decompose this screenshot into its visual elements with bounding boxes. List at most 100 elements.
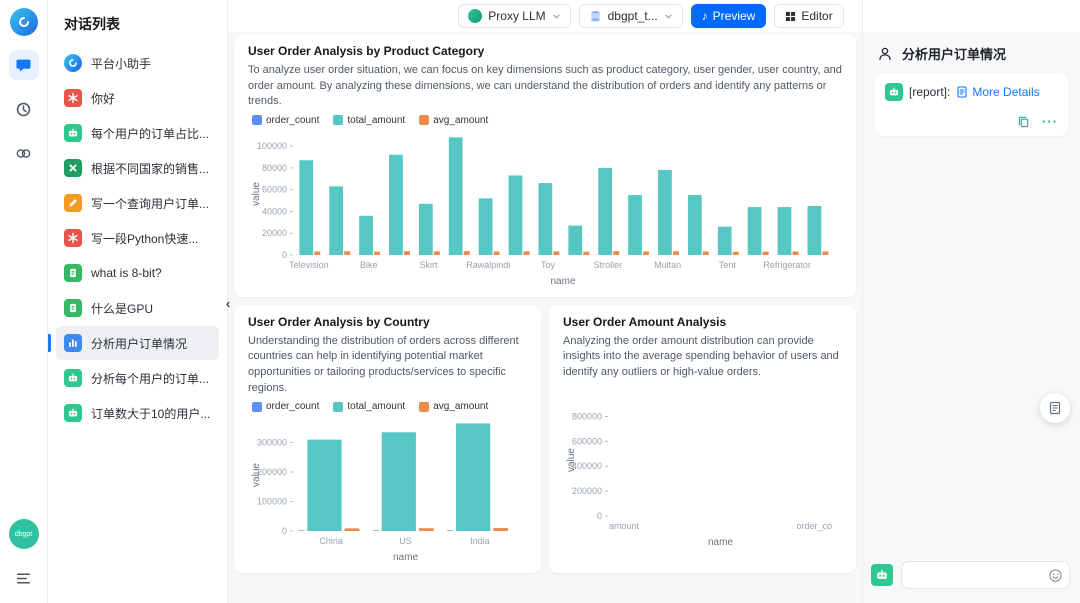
chat-list: 平台小助手你好每个用户的订单占比... 根据不同国家的销售... 写一个查询用户订单… <box>56 46 219 430</box>
database-select-label: dbgpt_t... <box>607 9 658 23</box>
editor-icon <box>785 11 796 22</box>
svg-text:Toy: Toy <box>541 260 556 270</box>
svg-text:Bike: Bike <box>360 260 378 270</box>
chart-card-product-category: User Order Analysis by Product Category … <box>234 34 856 297</box>
chat-input-row <box>871 561 1070 589</box>
legend-item[interactable]: avg_amount <box>419 401 488 412</box>
model-select[interactable]: Proxy LLM <box>458 4 571 28</box>
svg-text:Multan: Multan <box>654 260 681 270</box>
svg-text:0: 0 <box>282 250 287 260</box>
chevron-down-icon <box>552 12 561 21</box>
legend-item[interactable]: order_count <box>252 401 319 412</box>
svg-text:200000: 200000 <box>257 467 287 477</box>
chat-item-label: 你好 <box>91 91 116 106</box>
assistant-avatar <box>885 83 903 101</box>
user-icon <box>877 46 893 62</box>
robot-icon <box>64 369 82 387</box>
model-icon <box>468 9 483 23</box>
rail-menu-icon[interactable] <box>9 563 39 593</box>
message-prefix: [report]: <box>909 85 951 99</box>
sidebar: 对话列表 平台小助手 你好 每个用户的订单占比... 根据不同国家的销售... 写一个查… <box>48 0 228 603</box>
flower-icon <box>64 229 82 247</box>
svg-text:value: value <box>251 181 262 205</box>
chat-list-item[interactable]: 根据不同国家的销售... <box>56 151 219 185</box>
chat-list-item[interactable]: 分析每个用户的订单... <box>56 361 219 395</box>
app-logo-icon[interactable] <box>9 8 38 36</box>
svg-text:300000: 300000 <box>257 438 287 448</box>
logo-icon <box>64 54 82 72</box>
svg-text:name: name <box>393 552 418 563</box>
sidebar-collapse-handle[interactable]: ‹ <box>225 295 231 311</box>
chat-list-item[interactable]: what is 8-bit? <box>56 256 219 290</box>
card-description: Understanding the distribution of orders… <box>248 334 519 394</box>
chat-list-item[interactable]: 订单数大于10的用户... <box>56 396 219 430</box>
svg-text:40000: 40000 <box>262 206 287 216</box>
chat-list-item[interactable]: 分析用户订单情况 <box>56 326 219 360</box>
svg-text:200000: 200000 <box>572 486 602 496</box>
emoji-icon[interactable] <box>1048 568 1063 583</box>
legend-item[interactable]: total_amount <box>333 401 405 412</box>
legend-item[interactable]: order_count <box>252 115 319 126</box>
report-doc-icon <box>956 86 968 98</box>
main-area: Proxy LLM dbgpt_t... ♪ Previe <box>228 0 862 603</box>
rail-chat-icon[interactable] <box>8 50 39 80</box>
editor-button[interactable]: Editor <box>774 4 844 28</box>
chat-list-item[interactable]: 平台小助手 <box>56 46 219 80</box>
svg-text:600000: 600000 <box>572 436 602 446</box>
rail-agents-icon[interactable] <box>9 138 39 168</box>
database-select[interactable]: dbgpt_t... <box>578 4 683 28</box>
copy-icon[interactable] <box>1017 115 1030 128</box>
svg-text:value: value <box>251 463 262 487</box>
dbgpt-badge[interactable]: dbgpt <box>8 519 39 549</box>
svg-text:Television: Television <box>289 260 329 270</box>
preview-button[interactable]: ♪ Preview <box>690 4 767 28</box>
chat-panel-title: 分析用户订单情况 <box>902 47 1007 62</box>
chart-icon <box>64 334 82 352</box>
svg-text:100000: 100000 <box>257 497 287 507</box>
doc-icon <box>64 299 82 317</box>
svg-text:0: 0 <box>597 511 602 521</box>
svg-text:400000: 400000 <box>572 461 602 471</box>
chat-input[interactable] <box>901 561 1070 589</box>
flower-icon <box>64 89 82 107</box>
chart-card-country: User Order Analysis by Country Understan… <box>234 304 541 574</box>
legend-item[interactable]: total_amount <box>333 115 405 126</box>
card-title: User Order Analysis by Country <box>248 314 430 329</box>
svg-text:100000: 100000 <box>257 141 287 151</box>
rail-history-icon[interactable] <box>9 94 39 124</box>
legend-item[interactable]: avg_amount <box>419 115 488 126</box>
chat-list-item[interactable]: 你好 <box>56 81 219 115</box>
chat-list-item[interactable]: 什么是GPU <box>56 291 219 325</box>
svg-text:800000: 800000 <box>572 411 602 421</box>
svg-text:0: 0 <box>282 526 287 536</box>
chat-item-label: 什么是GPU <box>91 301 154 316</box>
chat-panel-header: 分析用户订单情况 <box>877 44 1066 63</box>
more-details-link[interactable]: More Details <box>956 85 1040 99</box>
card-title: User Order Analysis by Product Category <box>248 44 485 58</box>
chat-item-label: 订单数大于10的用户... <box>91 406 211 421</box>
chat-item-label: 写一段Python快速... <box>91 231 199 246</box>
chat-item-label: 根据不同国家的销售... <box>91 161 210 176</box>
chat-list-item[interactable]: 每个用户的订单占比... <box>56 116 219 150</box>
chat-list-item[interactable]: 写一段Python快速... <box>56 221 219 255</box>
svg-text:order_co: order_co <box>796 521 832 531</box>
bar-chart-amount: 0 200000 400000 600000 800000 value amount orde… <box>563 398 842 548</box>
svg-text:India: India <box>470 536 490 546</box>
chat-item-label: 平台小助手 <box>91 56 152 71</box>
chat-list-item[interactable]: 写一个查询用户订单... <box>56 186 219 220</box>
chat-item-label: 每个用户的订单占比... <box>91 126 210 141</box>
more-actions-icon[interactable]: ··· <box>1042 113 1058 129</box>
svg-text:China: China <box>319 536 343 546</box>
export-report-button[interactable] <box>1040 393 1070 423</box>
doc-icon <box>64 264 82 282</box>
chart-legend: order_count total_amount avg_amount <box>252 114 842 127</box>
svg-text:value: value <box>566 447 577 471</box>
chat-panel: 分析用户订单情况 [report]: More Details <box>862 0 1080 603</box>
pencil-icon <box>64 194 82 212</box>
svg-text:Tent: Tent <box>719 260 737 270</box>
svg-text:Rawalpindi: Rawalpindi <box>466 260 510 270</box>
card-title: User Order Amount Analysis <box>563 314 727 329</box>
robot-icon <box>64 404 82 422</box>
svg-text:name: name <box>550 276 575 287</box>
